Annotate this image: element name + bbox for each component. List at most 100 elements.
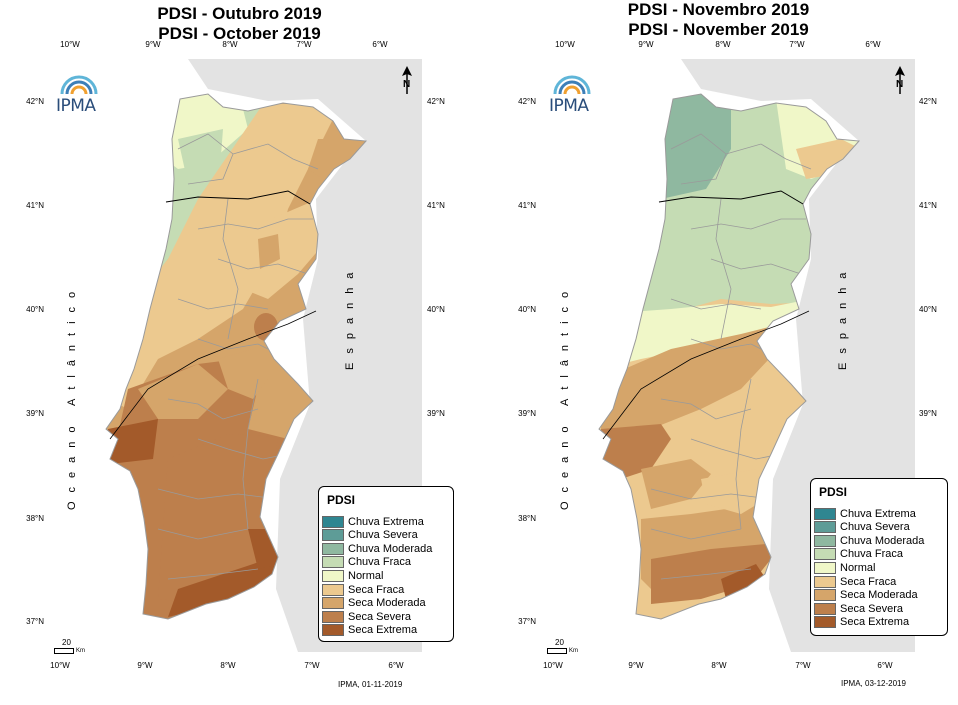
ipma-logo: IPMA — [56, 70, 102, 116]
legend-swatch — [814, 575, 836, 588]
legend-swatch — [322, 583, 344, 596]
ipma-logo: IPMA — [549, 70, 595, 116]
lon-label-top: 9°W — [145, 40, 161, 49]
lon-label-top: 7°W — [296, 40, 312, 49]
legend-swatch — [814, 616, 836, 629]
lon-label-bottom: 7°W — [795, 661, 811, 670]
lon-label-bottom: 6°W — [877, 661, 893, 670]
legend-swatch — [322, 515, 344, 528]
legend-item: Chuva Severa — [322, 529, 418, 542]
legend-swatch — [814, 602, 836, 615]
lon-label-top: 10°W — [60, 40, 80, 49]
lat-label-left: 37°N — [26, 617, 44, 626]
legend-item: Chuva Extrema — [814, 507, 916, 520]
ocean-label: Oceano Atlântico — [66, 282, 78, 510]
lon-label-bottom: 10°W — [50, 661, 70, 670]
lon-label-top: 7°W — [789, 40, 805, 49]
lat-label-left: 41°N — [518, 201, 536, 210]
lon-label-top: 6°W — [865, 40, 881, 49]
north-label: N — [896, 79, 904, 90]
lat-label-left: 39°N — [518, 409, 536, 418]
lat-label-left: 40°N — [26, 305, 44, 314]
spain-label: Espanha — [344, 263, 356, 370]
legend-label: Seca Fraca — [348, 583, 405, 596]
legend-title: PDSI — [327, 493, 356, 507]
legend-label: Chuva Severa — [348, 529, 418, 542]
legend-label: Chuva Moderada — [840, 534, 925, 547]
legend-swatch — [322, 556, 344, 569]
scale-unit: Km — [569, 648, 578, 654]
north-arrow: N — [398, 66, 416, 96]
legend-swatch — [322, 610, 344, 623]
lat-label-right: 39°N — [427, 409, 445, 418]
legend-title: PDSI — [819, 485, 848, 499]
lat-label-left: 38°N — [26, 514, 44, 523]
legend-item: Seca Extrema — [322, 624, 417, 637]
lon-label-top: 10°W — [555, 40, 575, 49]
legend-swatch — [814, 589, 836, 602]
legend-label: Seca Fraca — [840, 575, 897, 588]
legend-swatch — [322, 542, 344, 555]
north-arrow-icon — [402, 66, 412, 94]
legend-swatch — [814, 561, 836, 574]
legend-label: Chuva Fraca — [348, 556, 411, 569]
lon-label-bottom: 7°W — [304, 661, 320, 670]
map-panel-november: PDSI - Novembro 2019 PDSI - November 201… — [479, 0, 958, 705]
legend-label: Normal — [348, 569, 384, 582]
north-arrow-icon — [895, 66, 905, 94]
legend-label: Seca Severa — [348, 610, 411, 623]
legend-label: Seca Extrema — [348, 624, 418, 637]
north-label: N — [403, 79, 411, 90]
legend-swatch — [814, 521, 836, 534]
lon-label-bottom: 6°W — [388, 661, 404, 670]
legend-label: Seca Severa — [840, 602, 903, 615]
ipma-logo-text: IPMA — [56, 96, 96, 116]
lat-label-left: 38°N — [518, 514, 536, 523]
legend-item: Seca Severa — [814, 602, 903, 615]
lon-label-bottom: 9°W — [628, 661, 644, 670]
legend-item: Seca Fraca — [322, 583, 404, 596]
legend: PDSI Chuva Extrema Chuva Severa Chuva Mode… — [810, 478, 948, 636]
ipma-logo-icon — [553, 75, 591, 95]
legend-item: Chuva Moderada — [814, 534, 924, 547]
map-title-pt: PDSI - Outubro 2019 — [157, 4, 322, 23]
lon-label-top: 8°W — [715, 40, 731, 49]
legend-swatch — [322, 624, 344, 637]
lat-label-left: 39°N — [26, 409, 44, 418]
lat-label-right: 41°N — [427, 201, 445, 210]
legend-label: Chuva Extrema — [348, 515, 424, 528]
legend-item: Chuva Moderada — [322, 542, 432, 555]
legend-item: Normal — [814, 561, 875, 574]
legend-label: Chuva Moderada — [348, 542, 433, 555]
legend-item: Chuva Fraca — [814, 548, 903, 561]
legend-item: Seca Fraca — [814, 575, 896, 588]
legend-item: Chuva Extrema — [322, 515, 424, 528]
legend-label: Chuva Fraca — [840, 548, 903, 561]
map-panel-october: PDSI - Outubro 2019 PDSI - October 2019 … — [26, 4, 454, 689]
ipma-logo-text: IPMA — [549, 96, 589, 116]
legend-swatch — [814, 507, 836, 520]
north-arrow: N — [891, 66, 909, 96]
legend-item: Seca Moderada — [322, 597, 426, 610]
lat-label-left: 40°N — [518, 305, 536, 314]
legend-swatch — [322, 597, 344, 610]
scale-unit: Km — [76, 648, 85, 654]
legend-item: Normal — [322, 569, 383, 582]
lat-label-right: 42°N — [427, 97, 445, 106]
lat-label-right: 42°N — [919, 97, 937, 106]
legend-label: Chuva Severa — [840, 521, 910, 534]
lon-label-bottom: 10°W — [543, 661, 563, 670]
legend-label: Seca Moderada — [840, 589, 918, 602]
lon-label-bottom: 9°W — [137, 661, 153, 670]
lat-label-right: 40°N — [919, 305, 937, 314]
map-title-pt: PDSI - Novembro 2019 — [627, 0, 810, 19]
pdsi-map-november — [541, 59, 915, 652]
legend-swatch — [814, 534, 836, 547]
lon-label-top: 8°W — [222, 40, 238, 49]
lat-label-left: 41°N — [26, 201, 44, 210]
legend: PDSI Chuva Extrema Chuva Severa Chuva Mode… — [318, 486, 454, 642]
map-title-en: PDSI - November 2019 — [628, 20, 809, 39]
legend-label: Normal — [840, 561, 876, 574]
legend-item: Seca Extrema — [814, 616, 909, 629]
lat-label-right: 41°N — [919, 201, 937, 210]
